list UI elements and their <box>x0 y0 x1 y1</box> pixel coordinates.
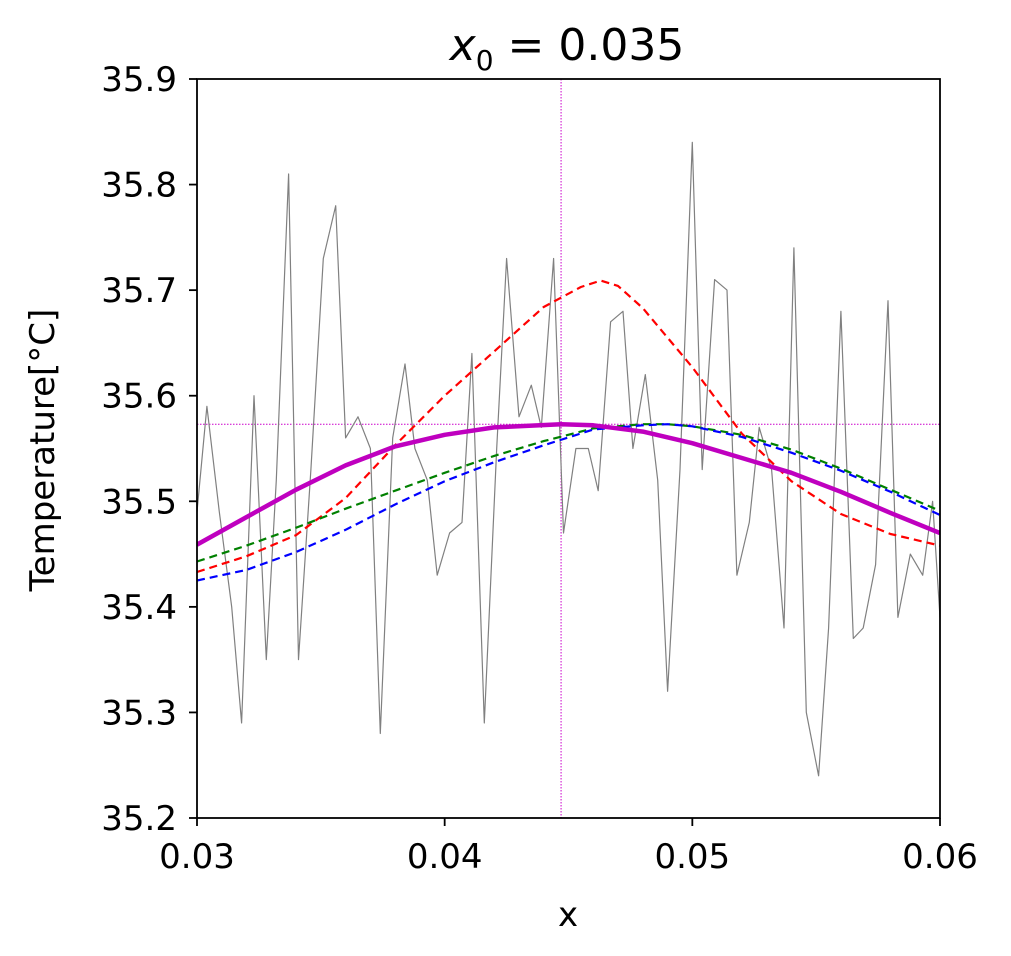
y-tick-label: 35.9 <box>101 60 177 100</box>
series-line-blue-dashed <box>197 423 940 582</box>
x-tick-label: 0.03 <box>159 837 235 877</box>
x-axis: 0.03 0.04 0.05 0.06 <box>159 818 978 877</box>
x-tick-label: 0.04 <box>407 837 483 877</box>
x-tick-label: 0.06 <box>902 837 978 877</box>
series-line-magenta-solid <box>197 421 940 547</box>
plot-frame <box>196 78 941 819</box>
series-line-green-dashed <box>197 423 940 563</box>
series-line-noisy <box>197 141 940 777</box>
y-tick-label: 35.3 <box>101 693 177 733</box>
chart-title-subscript: 0 <box>476 44 494 77</box>
y-tick-label: 35.5 <box>101 482 177 522</box>
y-axis-label: Temperature[°C] <box>23 309 63 593</box>
y-tick-label: 35.6 <box>101 377 177 417</box>
x-tick-label: 0.05 <box>654 837 730 877</box>
series-layer <box>197 141 940 777</box>
y-tick-label: 35.7 <box>101 271 177 311</box>
y-tick-label: 35.8 <box>101 166 177 206</box>
chart-title: x0 = 0.035 <box>448 20 685 77</box>
reference-lines <box>197 79 940 818</box>
series-line-red-dashed <box>197 279 940 574</box>
chart-title-rest: = 0.035 <box>494 20 685 71</box>
x-axis-label: x <box>558 895 578 935</box>
y-tick-label: 35.2 <box>101 799 177 839</box>
y-tick-label: 35.4 <box>101 588 177 628</box>
chart-title-var: x <box>448 20 477 71</box>
y-axis: 35.2 35.3 35.4 35.5 35.6 35.7 35.8 35.9 <box>101 60 197 839</box>
